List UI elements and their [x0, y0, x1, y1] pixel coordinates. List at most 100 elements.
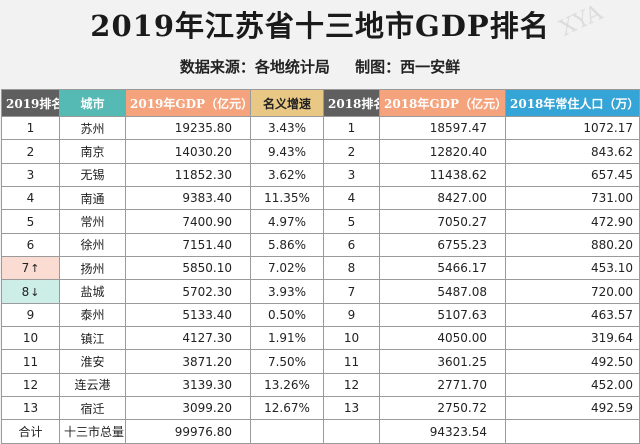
city-cell: 扬州: [59, 256, 126, 281]
population-cell: 880.20: [505, 232, 640, 258]
table-row: 6 徐州 7151.40 5.86% 6 6755.23 880.20: [1, 232, 640, 258]
growth-cell: 7.50%: [250, 349, 324, 374]
population-cell: 492.50: [505, 349, 640, 374]
table-row: 10 镇江 4127.30 1.91% 10 4050.00 319.64: [1, 326, 640, 351]
header-rank-2019: 2019排名: [1, 89, 60, 117]
rank-value: 3: [26, 167, 35, 182]
total-row: 合计 十三市总量 99976.80 94323.54: [1, 419, 640, 444]
rank-2019-cell: 4: [1, 186, 60, 211]
city-cell: 常州: [59, 209, 126, 234]
growth-cell: 3.62%: [250, 162, 324, 188]
city-cell: 徐州: [59, 232, 126, 258]
total-city-cell: 十三市总量: [59, 419, 126, 444]
gdp-2018-cell: 2750.72: [379, 396, 506, 421]
growth-cell: 11.35%: [250, 186, 324, 211]
rank-2019-cell: 6: [1, 232, 60, 258]
header-city: 城市: [59, 89, 126, 117]
rank-2018-cell: 11: [323, 349, 380, 374]
population-cell: 463.57: [505, 302, 640, 328]
rank-value: 12: [22, 377, 39, 392]
city-cell: 连云港: [59, 372, 126, 398]
gdp-2019-cell: 3139.30: [125, 372, 251, 398]
gdp-2019-cell: 9383.40: [125, 186, 251, 211]
gdp-2019-cell: 5702.30: [125, 279, 251, 304]
gdp-2019-cell: 14030.20: [125, 139, 251, 164]
gdp-2019-cell: 19235.80: [125, 115, 251, 141]
city-cell: 泰州: [59, 302, 126, 328]
growth-cell: 7.02%: [250, 256, 324, 281]
gdp-2018-cell: 5466.17: [379, 256, 506, 281]
growth-cell: 12.67%: [250, 396, 324, 421]
total-population-cell: [505, 419, 640, 444]
gdp-2019-cell: 3099.20: [125, 396, 251, 421]
header-gdp-2018: 2018年GDP（亿元）: [379, 89, 506, 117]
rank-up-arrow-icon: ↑: [30, 262, 40, 276]
rank-2019-cell: 13: [1, 396, 60, 421]
population-cell: 492.59: [505, 396, 640, 421]
gdp-2019-cell: 5133.40: [125, 302, 251, 328]
gdp-2018-cell: 6755.23: [379, 232, 506, 258]
rank-2018-cell: 8: [323, 256, 380, 281]
rank-2018-cell: 5: [323, 209, 380, 234]
rank-2019-cell: 12: [1, 372, 60, 398]
gdp-ranking-table: 2019排名 城市 2019年GDP（亿元） 名义增速 2018排名 2018年…: [1, 89, 640, 444]
population-cell: 472.90: [505, 209, 640, 234]
header-rank-2018: 2018排名: [323, 89, 380, 117]
growth-cell: 1.91%: [250, 326, 324, 351]
gdp-2018-cell: 5487.08: [379, 279, 506, 304]
population-cell: 720.00: [505, 279, 640, 304]
city-cell: 镇江: [59, 326, 126, 351]
growth-cell: 0.50%: [250, 302, 324, 328]
total-rank-2018-cell: [323, 419, 380, 444]
rank-2018-cell: 2: [323, 139, 380, 164]
total-label-cell: 合计: [1, 419, 60, 444]
rank-2018-cell: 10: [323, 326, 380, 351]
gdp-2018-cell: 5107.63: [379, 302, 506, 328]
rank-2019-cell: 2: [1, 139, 60, 164]
rank-2018-cell: 13: [323, 396, 380, 421]
gdp-2019-cell: 3871.20: [125, 349, 251, 374]
city-cell: 宿迁: [59, 396, 126, 421]
gdp-2019-cell: 7400.90: [125, 209, 251, 234]
city-cell: 盐城: [59, 279, 126, 304]
rank-value: 4: [26, 191, 35, 206]
rank-value: 9: [26, 307, 35, 322]
growth-cell: 13.26%: [250, 372, 324, 398]
header-growth: 名义增速: [250, 89, 324, 117]
table-row: 3 无锡 11852.30 3.62% 3 11438.62 657.45: [1, 162, 640, 188]
rank-2018-cell: 3: [323, 162, 380, 188]
gdp-2018-cell: 3601.25: [379, 349, 506, 374]
table-row: 9 泰州 5133.40 0.50% 9 5107.63 463.57: [1, 302, 640, 328]
rank-value: 11: [22, 354, 39, 369]
growth-cell: 3.93%: [250, 279, 324, 304]
rank-2018-cell: 7: [323, 279, 380, 304]
growth-cell: 9.43%: [250, 139, 324, 164]
growth-cell: 5.86%: [250, 232, 324, 258]
gdp-2019-cell: 7151.40: [125, 232, 251, 258]
header-gdp-2019: 2019年GDP（亿元）: [125, 89, 251, 117]
population-cell: 453.10: [505, 256, 640, 281]
city-cell: 无锡: [59, 162, 126, 188]
rank-value: 7: [21, 261, 30, 276]
total-growth-cell: [250, 419, 324, 444]
gdp-2019-cell: 11852.30: [125, 162, 251, 188]
table-row: 8↓ 盐城 5702.30 3.93% 7 5487.08 720.00: [1, 279, 640, 304]
growth-cell: 4.97%: [250, 209, 324, 234]
rank-value: 5: [26, 214, 35, 229]
gdp-2018-cell: 2771.70: [379, 372, 506, 398]
rank-2018-cell: 12: [323, 372, 380, 398]
gdp-2019-cell: 4127.30: [125, 326, 251, 351]
table-row: 1 苏州 19235.80 3.43% 1 18597.47 1072.17: [1, 115, 640, 141]
table-row: 2 南京 14030.20 9.43% 2 12820.40 843.62: [1, 139, 640, 164]
header-population-2018: 2018年常住人口（万）: [505, 89, 640, 117]
table-row: 11 淮安 3871.20 7.50% 11 3601.25 492.50: [1, 349, 640, 374]
city-cell: 淮安: [59, 349, 126, 374]
gdp-2018-cell: 7050.27: [379, 209, 506, 234]
table-row: 13 宿迁 3099.20 12.67% 13 2750.72 492.59: [1, 396, 640, 421]
growth-cell: 3.43%: [250, 115, 324, 141]
table-body: 1 苏州 19235.80 3.43% 1 18597.47 1072.17 2 南京 14030…: [1, 115, 640, 444]
rank-2018-cell: 1: [323, 115, 380, 141]
page-title: 2019年江苏省十三地市GDP排名: [90, 9, 550, 43]
author-credit-text: 制图：西一安鲜: [355, 58, 461, 76]
population-cell: 731.00: [505, 186, 640, 211]
